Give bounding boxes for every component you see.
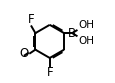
Text: F: F	[46, 66, 53, 79]
Text: F: F	[27, 13, 34, 26]
Text: OH: OH	[78, 36, 93, 46]
Text: O: O	[19, 47, 29, 60]
Text: OH: OH	[78, 20, 93, 30]
Text: B: B	[68, 27, 76, 40]
